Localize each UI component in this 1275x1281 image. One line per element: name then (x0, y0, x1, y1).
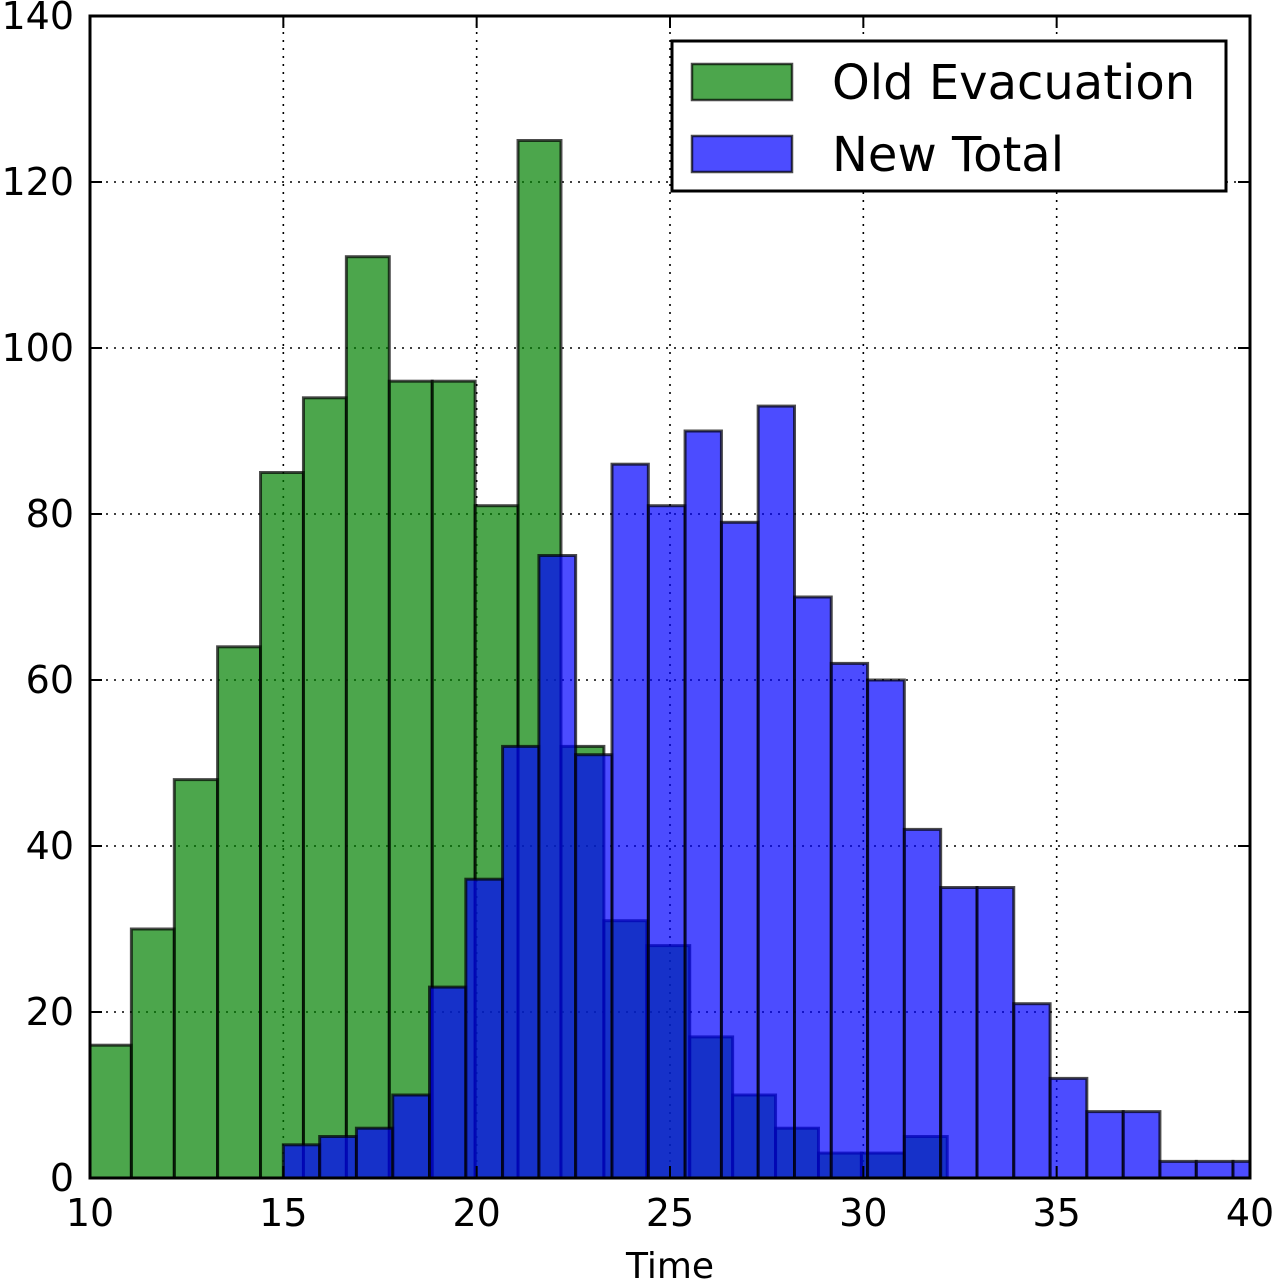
y-tick-label-20: 20 (26, 990, 74, 1034)
bar-0-4 (259, 471, 305, 1178)
bar-0-0 (90, 1043, 133, 1178)
bar-1-24 (1158, 1159, 1198, 1178)
bar-1-21 (1048, 1076, 1089, 1178)
legend-label-new-total: New Total (832, 127, 1064, 183)
bar-1-18 (939, 886, 979, 1178)
bar-1-4 (427, 985, 468, 1178)
bar-1-13 (756, 404, 797, 1178)
bar-1-9 (610, 462, 650, 1178)
x-tick-label-10: 10 (66, 1191, 114, 1235)
bar-0-2 (172, 778, 220, 1178)
bar-1-12 (719, 520, 760, 1178)
y-tick-label-100: 100 (1, 326, 74, 370)
bar-0-6 (344, 255, 391, 1178)
bar-1-20 (1012, 1002, 1052, 1178)
bar-0-7 (387, 379, 434, 1178)
legend: Old Evacuation New Total (670, 39, 1228, 193)
x-tick-label-20: 20 (452, 1191, 500, 1235)
bar-1-1 (318, 1135, 358, 1178)
bar-1-17 (902, 827, 943, 1178)
legend-swatch-old-evacuation (690, 62, 794, 102)
axis-ticks: 10 15 20 25 30 35 40 0 20 40 60 80 100 120 140 (1, 0, 1274, 1235)
bar-1-5 (464, 877, 505, 1178)
y-tick-label-140: 140 (1, 0, 74, 38)
y-tick-label-60: 60 (26, 658, 74, 702)
x-axis-label: Time (625, 1246, 714, 1281)
x-tick-label-25: 25 (646, 1191, 694, 1235)
bar-0-3 (216, 645, 263, 1178)
y-tick-label-80: 80 (26, 492, 74, 536)
bar-1-10 (646, 504, 687, 1178)
bar-1-2 (354, 1126, 395, 1178)
bar-1-7 (537, 554, 578, 1178)
bar-1-15 (829, 661, 870, 1178)
x-tick-label-35: 35 (1032, 1191, 1080, 1235)
legend-swatch-new-total (690, 134, 794, 174)
bar-1-26 (1231, 1159, 1250, 1178)
bar-1-8 (574, 753, 614, 1178)
bar-1-0 (281, 1143, 322, 1178)
y-tick-label-40: 40 (26, 824, 74, 868)
bar-1-16 (866, 678, 906, 1178)
bar-1-19 (975, 886, 1016, 1178)
legend-label-old-evacuation: Old Evacuation (832, 55, 1195, 111)
bar-1-14 (793, 595, 833, 1178)
x-tick-label-30: 30 (839, 1191, 887, 1235)
bar-0-1 (129, 927, 176, 1178)
bar-1-23 (1121, 1110, 1162, 1178)
x-tick-label-40: 40 (1226, 1191, 1274, 1235)
bar-1-22 (1085, 1110, 1125, 1178)
bars (90, 139, 1250, 1178)
y-tick-label-120: 120 (1, 160, 74, 204)
y-tick-label-0: 0 (50, 1156, 74, 1200)
bar-1-11 (683, 429, 723, 1178)
x-tick-label-15: 15 (259, 1191, 307, 1235)
bar-1-3 (391, 1093, 431, 1178)
bar-1-25 (1194, 1159, 1235, 1178)
series-1 (281, 404, 1250, 1178)
bar-0-5 (301, 396, 348, 1178)
bar-1-6 (501, 744, 541, 1178)
